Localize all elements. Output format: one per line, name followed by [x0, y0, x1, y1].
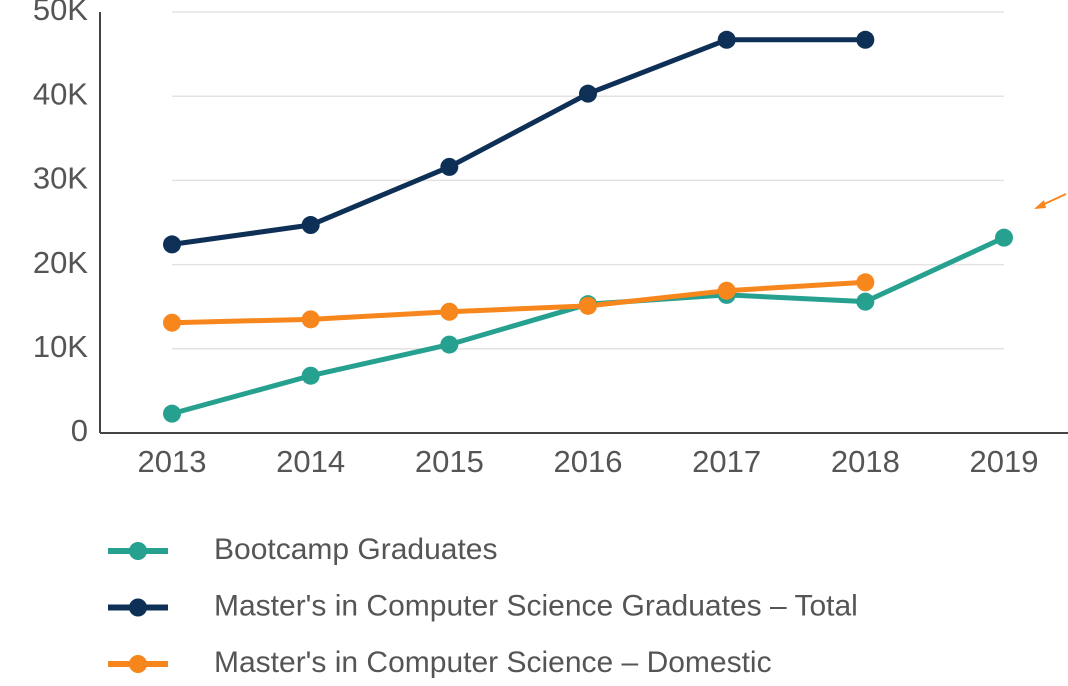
series-line	[171, 37, 866, 247]
data-point	[301, 366, 320, 385]
data-point	[301, 310, 320, 329]
x-tick-label: 2019	[970, 444, 1039, 479]
x-tick-label: 2017	[692, 444, 761, 479]
data-point	[163, 404, 181, 423]
data-point	[579, 296, 597, 315]
data-point	[717, 30, 736, 49]
data-point	[856, 273, 875, 292]
y-tick-label: 10K	[33, 329, 88, 364]
data-point	[856, 30, 875, 49]
legend-label: Bootcamp Graduates	[214, 533, 498, 566]
data-point	[440, 302, 459, 321]
y-tick-label: 30K	[33, 161, 88, 196]
x-tick-label: 2014	[276, 444, 345, 479]
legend: Bootcamp Graduates Master's in Computer S…	[108, 533, 858, 679]
series-line	[171, 279, 866, 326]
legend-marker	[129, 598, 147, 617]
legend-label: Master's in Computer Science – Domestic	[214, 646, 772, 679]
x-tick-label: 2016	[554, 444, 623, 479]
y-tick-label: 50K	[33, 0, 88, 27]
x-tick-label: 2013	[138, 444, 207, 479]
data-point	[717, 281, 736, 300]
x-tick-label: 2015	[415, 444, 484, 479]
x-tick-label: 2018	[831, 444, 900, 479]
data-point	[579, 84, 597, 103]
y-tick-label: 20K	[33, 245, 88, 280]
data-point	[440, 157, 459, 176]
y-tick-label: 40K	[33, 76, 88, 111]
data-point	[301, 216, 320, 235]
data-point	[995, 228, 1013, 247]
legend-marker	[129, 655, 147, 673]
data-point	[856, 292, 875, 311]
data-point	[163, 235, 181, 254]
data-point	[440, 335, 459, 354]
legend-label: Master's in Computer Science Graduates –…	[214, 589, 858, 622]
legend-marker	[129, 542, 147, 560]
y-tick-label: 0	[71, 413, 88, 448]
data-point	[163, 313, 181, 332]
annotation-arrow	[1034, 193, 1067, 209]
